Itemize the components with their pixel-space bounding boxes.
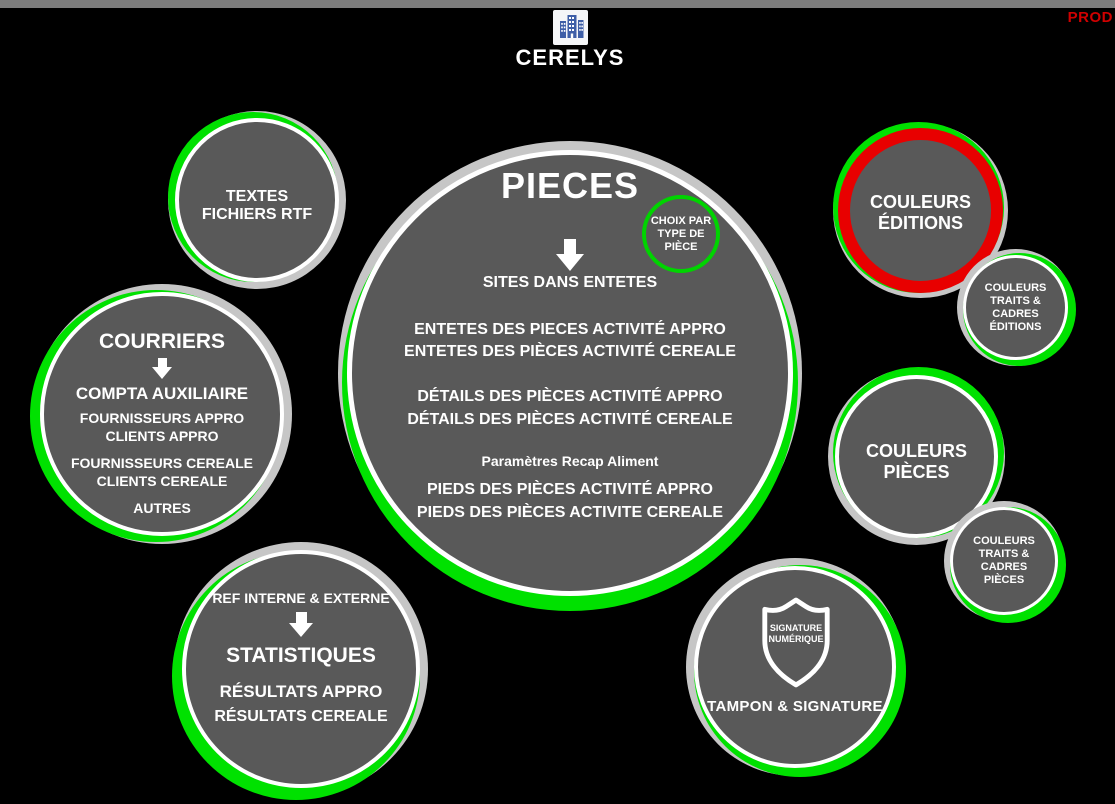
down-arrow-icon — [556, 239, 584, 271]
couleurs-traits-cadres-editions-button[interactable]: COULEURS TRAITS & CADRES ÉDITIONS — [963, 255, 1068, 360]
choix-badge-line: PIÈCE — [664, 240, 698, 253]
menu-item-fournisseurs-appro[interactable]: FOURNISSEURS APPRO — [79, 410, 245, 426]
menu-item-fournisseurs-cereale[interactable]: FOURNISSEURS CEREALE — [70, 455, 254, 471]
menu-item-clients-appro[interactable]: CLIENTS APPRO — [105, 428, 219, 444]
traits-editions-line: CADRES — [992, 307, 1039, 320]
environment-badge: PROD — [1067, 9, 1113, 26]
shield-label-line: SIGNATURE — [769, 623, 823, 633]
tampon-signature-button[interactable]: SIGNATURE NUMÉRIQUE TAMPON & SIGNATURE — [694, 566, 896, 768]
textes-fichiers-rtf-button[interactable]: TEXTES FICHIERS RTF — [175, 118, 339, 282]
couleurs-traits-cadres-pieces-button[interactable]: COULEURS TRAITS & CADRES PIÈCES — [950, 507, 1058, 615]
menu-item-pieds-appro[interactable]: PIEDS DES PIÈCES ACTIVITÉ APPRO — [427, 481, 713, 498]
buildings-icon — [553, 10, 588, 45]
textes-label-line: FICHIERS RTF — [201, 206, 313, 223]
choix-badge-line: TYPE DE — [657, 227, 705, 240]
menu-item-details-appro[interactable]: DÉTAILS DES PIÈCES ACTIVITÉ APPRO — [417, 388, 723, 405]
shield-outline-icon: SIGNATURE NUMÉRIQUE — [757, 595, 835, 690]
menu-item-resultats-appro[interactable]: RÉSULTATS APPRO — [219, 682, 383, 701]
window-top-bar — [0, 0, 1115, 8]
textes-label-line: TEXTES — [225, 188, 289, 205]
traits-pieces-line: PIÈCES — [983, 574, 1025, 586]
traits-pieces-line: CADRES — [980, 561, 1028, 573]
couleurs-editions-line: COULEURS — [869, 191, 971, 212]
menu-item-details-cereale[interactable]: DÉTAILS DES PIÈCES ACTIVITÉ CEREALE — [407, 411, 733, 428]
courriers-circle: COURRIERS COMPTA AUXILIAIRE FOURNISSEURS… — [40, 292, 284, 536]
traits-editions-line: TRAITS & — [990, 294, 1041, 307]
couleurs-pieces-line: COULEURS — [865, 440, 967, 461]
menu-item-clients-cereale[interactable]: CLIENTS CEREALE — [96, 473, 228, 489]
couleurs-pieces-button[interactable]: COULEURS PIÈCES — [835, 375, 998, 538]
menu-item-compta-auxiliaire[interactable]: COMPTA AUXILIAIRE — [75, 384, 249, 403]
menu-item-ref-interne-externe[interactable]: REF INTERNE & EXTERNE — [212, 590, 390, 606]
menu-item-parametres-recap-aliment[interactable]: Paramètres Recap Aliment — [481, 453, 659, 469]
statistiques-title: STATISTIQUES — [226, 644, 376, 667]
choix-badge-line: CHOIX PAR — [650, 214, 712, 227]
couleurs-pieces-line: PIÈCES — [883, 461, 950, 482]
app-title: CERELYS — [515, 45, 625, 70]
menu-item-pieds-cereale[interactable]: PIEDS DES PIÈCES ACTIVITE CEREALE — [416, 504, 724, 521]
couleurs-editions-line: ÉDITIONS — [877, 212, 963, 233]
menu-item-autres[interactable]: AUTRES — [133, 500, 191, 516]
courriers-title: COURRIERS — [98, 330, 225, 353]
menu-item-resultats-cereale[interactable]: RÉSULTATS CEREALE — [214, 708, 388, 725]
down-arrow-icon — [289, 612, 313, 637]
pieces-circle: PIECES CHOIX PAR TYPE DE PIÈCE SITES DAN… — [347, 150, 793, 596]
traits-editions-line: COULEURS — [984, 281, 1047, 294]
shield-label-line: NUMÉRIQUE — [768, 634, 824, 644]
statistiques-circle: REF INTERNE & EXTERNE STATISTIQUES RÉSUL… — [182, 550, 420, 788]
choix-par-type-de-piece-button[interactable]: CHOIX PAR TYPE DE PIÈCE — [642, 195, 720, 273]
menu-item-entetes-cereale[interactable]: ENTETES DES PIÈCES ACTIVITÉ CEREALE — [404, 343, 736, 360]
traits-editions-line: ÉDITIONS — [989, 320, 1042, 333]
traits-pieces-line: COULEURS — [973, 535, 1035, 547]
traits-pieces-line: TRAITS & — [978, 548, 1030, 560]
down-arrow-icon — [152, 358, 172, 379]
tampon-signature-label: TAMPON & SIGNATURE — [707, 698, 883, 715]
menu-item-sites-dans-entetes[interactable]: SITES DANS ENTETES — [482, 274, 658, 291]
menu-item-entetes-appro[interactable]: ENTETES DES PIECES ACTIVITÉ APPRO — [414, 321, 726, 338]
pieces-title: PIECES — [500, 165, 640, 206]
